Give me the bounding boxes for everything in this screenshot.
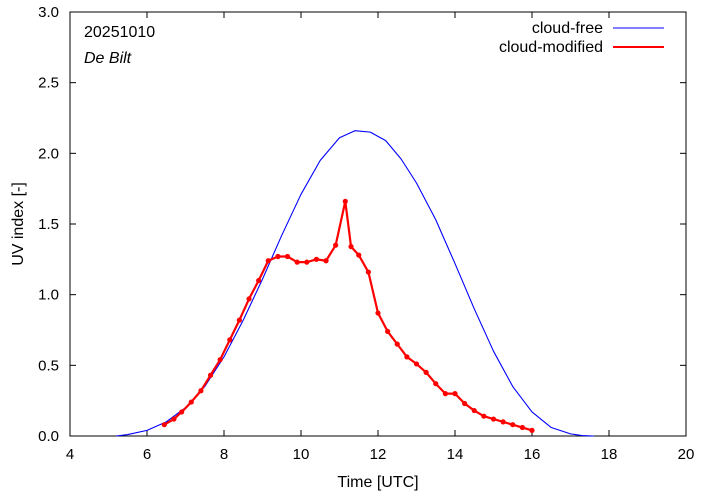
data-point-cloud-modified — [246, 296, 252, 302]
legend-label-cloud-modified: cloud-modified — [499, 39, 603, 56]
data-point-cloud-modified — [413, 361, 420, 367]
y-tick-label: 0.0 — [38, 428, 59, 445]
plot-frame — [69, 11, 687, 437]
data-point-cloud-modified — [385, 328, 391, 335]
data-point-cloud-modified — [529, 427, 535, 433]
data-point-cloud-modified — [519, 424, 525, 431]
data-point-cloud-modified — [442, 391, 448, 397]
data-point-cloud-modified — [179, 409, 185, 415]
data-point-cloud-modified — [394, 341, 400, 347]
data-point-cloud-modified — [304, 259, 310, 265]
data-point-cloud-modified — [481, 413, 487, 419]
y-tick-label: 1.5 — [38, 216, 59, 233]
date-annotation: 20251010 — [84, 24, 155, 41]
legend-label-cloud-free: cloud-free — [532, 20, 603, 37]
y-tick-label: 2.0 — [38, 145, 59, 162]
x-tick-label: 20 — [678, 446, 695, 463]
x-tick-label: 18 — [601, 446, 618, 463]
data-point-cloud-modified — [452, 391, 458, 397]
data-point-cloud-modified — [294, 259, 300, 265]
data-point-cloud-modified — [207, 372, 214, 378]
y-tick-label: 2.5 — [38, 75, 59, 92]
legend: cloud-free cloud-modified — [499, 20, 664, 56]
data-point-cloud-modified — [375, 310, 381, 316]
data-point-cloud-modified — [171, 416, 177, 422]
data-point-cloud-modified — [423, 369, 429, 375]
data-point-cloud-modified — [356, 252, 362, 258]
data-point-cloud-modified — [433, 381, 439, 387]
data-point-cloud-modified — [323, 258, 329, 264]
data-point-cloud-modified — [510, 422, 516, 428]
tick-labels: 4 6 8 10 12 14 16 18 20 0.0 0.5 1.0 1.5 2.0 2.5 3.0 — [38, 4, 694, 463]
series-line-cloud-free — [116, 130, 594, 437]
data-point-cloud-modified — [333, 242, 339, 248]
data-point-cloud-modified — [217, 357, 223, 363]
data-point-cloud-modified — [342, 198, 348, 204]
data-point-cloud-modified — [227, 337, 233, 343]
x-tick-label: 14 — [447, 446, 464, 463]
data-point-cloud-modified — [256, 277, 262, 284]
data-point-cloud-modified — [404, 354, 410, 360]
data-point-cloud-modified — [313, 256, 319, 262]
data-point-cloud-modified — [365, 269, 371, 275]
data-point-cloud-modified — [161, 422, 167, 428]
data-point-cloud-modified — [348, 244, 354, 250]
x-tick-label: 4 — [66, 446, 74, 463]
y-tick-label: 1.0 — [38, 287, 59, 304]
data-point-cloud-modified — [265, 258, 271, 264]
data-point-cloud-modified — [188, 399, 194, 405]
data-point-cloud-modified — [275, 253, 281, 260]
tick-marks — [69, 11, 687, 437]
data-point-cloud-modified — [471, 407, 477, 414]
data-point-cloud-modified — [198, 388, 204, 394]
station-annotation: De Bilt — [84, 50, 132, 67]
series-line-cloud-modified — [163, 200, 533, 432]
data-point-cloud-modified — [462, 400, 468, 407]
y-tick-label: 3.0 — [38, 4, 59, 21]
x-tick-label: 12 — [370, 446, 387, 463]
data-point-cloud-modified — [500, 419, 506, 425]
data-point-cloud-modified — [284, 253, 291, 260]
x-tick-label: 16 — [524, 446, 541, 463]
x-tick-label: 8 — [220, 446, 228, 463]
y-tick-label: 0.5 — [38, 357, 59, 374]
data-point-cloud-modified — [236, 317, 242, 323]
x-axis-label: Time [UTC] — [337, 474, 418, 491]
series-layer — [116, 130, 594, 437]
x-tick-label: 6 — [143, 446, 151, 463]
x-tick-label: 10 — [293, 446, 310, 463]
y-axis-label: UV index [-] — [10, 182, 27, 266]
data-point-cloud-modified — [490, 416, 497, 422]
